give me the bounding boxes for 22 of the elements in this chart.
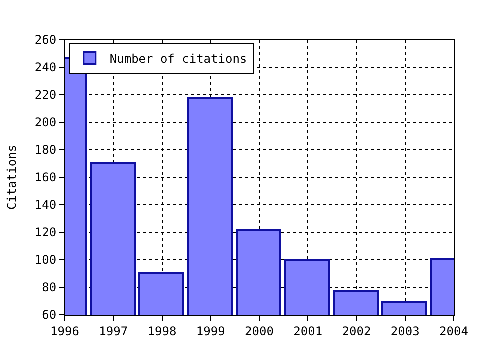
y-axis-title: Citations [5,144,20,210]
x-tick-label: 2000 [245,324,274,338]
x-tick-label: 2001 [294,324,323,338]
y-tick-label: 120 [34,226,57,240]
x-tick-label: 2003 [390,324,420,338]
y-tick-label: 60 [42,308,57,322]
y-tick-label: 240 [34,60,57,75]
y-tick-label: 140 [34,198,57,212]
y-tick-label: 260 [34,33,57,48]
y-tick-label: 180 [34,143,57,158]
x-tick-label: 2002 [342,324,372,338]
y-tick-label: 80 [42,280,57,295]
x-tick-label: 1997 [99,324,128,338]
x-tick-label: 1999 [196,324,226,338]
x-tick-label: 1996 [50,324,80,338]
y-tick-label: 220 [34,88,57,102]
y-tick-label: 100 [34,253,57,268]
y-tick-label: 160 [34,170,57,185]
legend-label: Number of citations [110,52,248,66]
x-tick-label: 2004 [440,324,468,338]
x-tick-label: 1998 [148,324,177,338]
y-tick-label: 200 [34,116,57,130]
